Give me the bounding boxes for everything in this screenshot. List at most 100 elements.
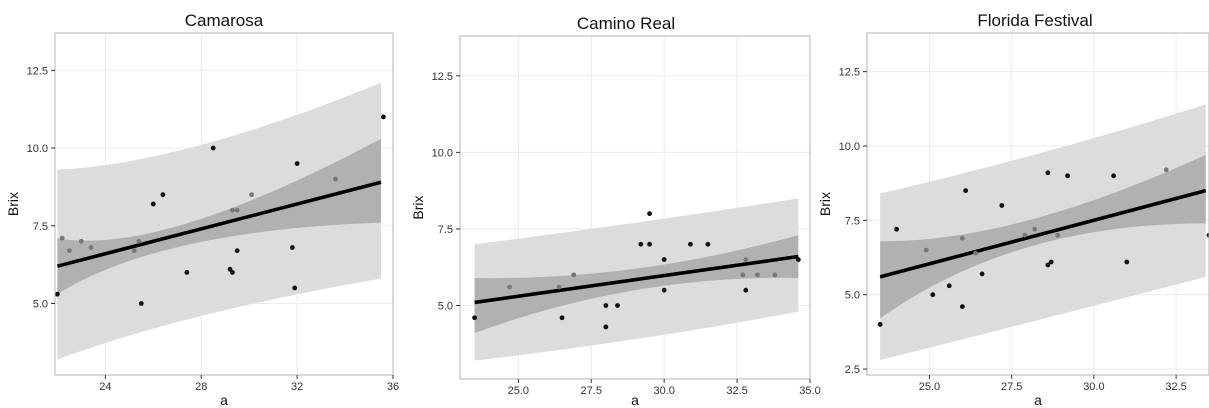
data-point xyxy=(54,291,60,297)
x-tick-label: 28 xyxy=(195,381,207,393)
panel-3: 25.0 27.5 30.0 32.5 2.5 5.0 7.5 10.0 12.5 Florida… xyxy=(817,11,1209,408)
data-point xyxy=(184,270,190,275)
y-tick-label: 10.0 xyxy=(839,141,860,153)
data-point xyxy=(289,245,295,250)
panel-title: Florida Festival xyxy=(977,11,1092,30)
data-point xyxy=(1032,226,1038,232)
x-axis-title: a xyxy=(220,392,228,408)
data-point xyxy=(963,188,969,194)
confidence-band xyxy=(474,235,799,334)
y-tick-label: 2.5 xyxy=(845,364,860,376)
panel-title: Camarosa xyxy=(185,11,264,30)
data-point xyxy=(210,145,216,151)
panel-title: Camino Real xyxy=(577,14,675,33)
x-tick-label: 25.0 xyxy=(919,381,940,393)
data-point xyxy=(78,238,84,244)
x-tick-label: 25.0 xyxy=(508,385,529,397)
x-tick-label: 30.0 xyxy=(653,385,674,397)
x-tick-label: 32.5 xyxy=(726,385,747,397)
data-point xyxy=(1065,173,1070,179)
y-axis-title: Brix xyxy=(410,195,426,219)
confidence-band xyxy=(57,138,382,295)
data-point xyxy=(959,235,965,241)
data-point xyxy=(556,284,562,290)
data-point xyxy=(603,303,609,308)
data-point xyxy=(973,250,978,256)
data-point xyxy=(472,315,477,321)
x-tick-label: 35.0 xyxy=(799,385,820,397)
data-point xyxy=(66,248,72,254)
data-point xyxy=(1055,232,1061,238)
data-point xyxy=(603,324,609,330)
data-point xyxy=(1163,167,1169,173)
data-point xyxy=(661,257,667,262)
y-axis-title: Brix xyxy=(817,192,833,216)
x-tick-label: 24 xyxy=(99,381,111,393)
data-point xyxy=(559,315,565,321)
data-point xyxy=(959,304,965,309)
data-point xyxy=(229,270,235,275)
x-tick-label: 27.5 xyxy=(1001,381,1022,393)
data-point xyxy=(743,257,749,262)
data-point xyxy=(923,247,929,253)
data-point xyxy=(999,203,1005,208)
data-point xyxy=(795,257,801,262)
y-tick-label: 10.0 xyxy=(27,143,48,155)
y-tick-label: 12.5 xyxy=(839,67,860,79)
data-point xyxy=(88,245,94,250)
data-point xyxy=(292,285,298,291)
x-tick-label: 30.0 xyxy=(1083,381,1104,393)
panel-2: 25.0 27.5 30.0 32.5 35.0 5.0 7.5 10.0 12.5 Camino… xyxy=(410,14,821,408)
data-point xyxy=(1124,259,1130,265)
data-point xyxy=(1045,262,1051,268)
x-axis-title: a xyxy=(1034,392,1042,408)
data-point xyxy=(1048,259,1054,265)
data-point xyxy=(234,248,240,254)
data-point xyxy=(59,235,65,241)
data-point xyxy=(661,287,667,293)
panel-border xyxy=(54,32,394,376)
y-tick-label: 7.5 xyxy=(845,215,860,227)
fit-line xyxy=(56,180,382,268)
y-tick-label: 5.0 xyxy=(33,298,48,310)
y-tick-label: 5.0 xyxy=(845,290,860,302)
y-axis-title: Brix xyxy=(5,192,21,216)
panel-border xyxy=(459,35,811,380)
x-tick-label: 32 xyxy=(291,381,303,393)
y-tick-label: 10.0 xyxy=(432,147,453,159)
data-point xyxy=(705,241,711,247)
data-point xyxy=(294,161,300,166)
data-point xyxy=(136,238,142,244)
data-point xyxy=(333,176,338,182)
data-point xyxy=(571,272,577,278)
data-point xyxy=(381,114,386,120)
data-point xyxy=(1045,170,1051,176)
y-tick-label: 7.5 xyxy=(438,224,453,236)
x-tick-label: 27.5 xyxy=(581,385,602,397)
data-point xyxy=(234,207,240,213)
y-tick-label: 7.5 xyxy=(33,221,48,233)
data-point xyxy=(877,322,883,327)
data-point xyxy=(894,226,899,232)
data-point xyxy=(743,287,749,293)
data-point xyxy=(615,303,620,308)
data-point xyxy=(647,211,652,217)
y-tick-label: 12.5 xyxy=(432,71,453,83)
x-tick-label: 36 xyxy=(387,381,399,393)
panel-border xyxy=(866,32,1209,376)
y-tick-label: 12.5 xyxy=(27,65,48,77)
x-axis-title: a xyxy=(631,392,639,408)
data-point xyxy=(979,271,985,277)
data-point xyxy=(138,301,144,306)
data-point xyxy=(1111,173,1117,179)
data-point xyxy=(930,292,936,298)
data-point xyxy=(150,201,156,207)
data-point xyxy=(740,272,746,278)
data-point xyxy=(160,192,166,198)
fit-line xyxy=(474,254,799,305)
data-point xyxy=(507,284,512,290)
data-point xyxy=(229,207,235,213)
fit-line xyxy=(879,188,1207,279)
data-point xyxy=(638,241,644,247)
